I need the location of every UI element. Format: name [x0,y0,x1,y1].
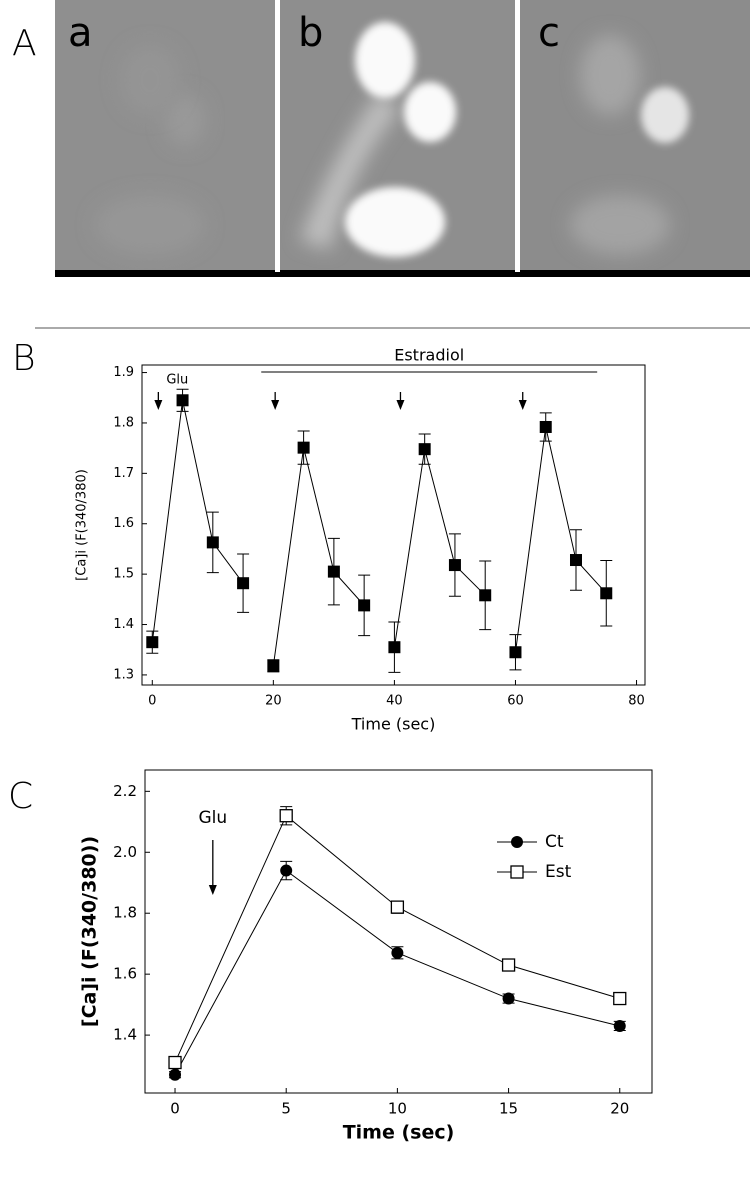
y-tick-label: 1.9 [113,365,134,380]
legend-marker [510,865,524,879]
x-axis-label: Time (sec) [351,715,436,734]
series-line [514,426,607,653]
marker [391,946,404,959]
marker [297,441,310,454]
micrograph-c [520,0,750,272]
marker [206,536,219,549]
marker [267,659,280,672]
marker [390,900,405,914]
x-axis-label: Time (sec) [343,1122,455,1144]
annotation: Glu [198,808,227,828]
micrograph-a [55,0,275,272]
marker [358,599,371,612]
x-tick-label: 0 [170,1100,180,1118]
marker [502,992,515,1005]
span-label: Estradiol [394,346,464,365]
x-tick-label: 80 [628,694,645,709]
series-line [272,447,365,666]
series-line [151,400,244,643]
annotation: Glu [166,373,188,388]
y-tick-label: 1.6 [113,965,137,983]
y-tick-label: 1.4 [113,1026,137,1044]
panel-label: C [8,776,33,817]
panel-label: B [12,338,36,379]
y-tick-label: 1.5 [113,567,134,582]
marker [600,587,613,600]
y-tick-label: 1.6 [113,516,134,531]
arrow-head [208,885,217,895]
marker [501,958,516,972]
series-line [393,449,486,648]
legend-label: Est [545,862,572,882]
image-label: c [538,10,560,56]
marker [613,991,627,1006]
marker [448,559,461,572]
y-tick-label: 2.0 [113,843,137,861]
y-tick-label: 2.2 [113,782,137,800]
marker [539,420,552,433]
panel-label: A [12,23,37,64]
y-tick-label: 1.3 [113,667,134,682]
x-tick-label: 20 [610,1100,629,1118]
y-tick-label: 1.4 [113,617,134,632]
y-tick-label: 1.7 [113,466,134,481]
arrow-head [518,400,527,410]
marker [279,809,293,823]
micrograph-b [280,0,515,272]
marker [169,1068,182,1081]
x-tick-label: 0 [148,694,156,709]
legend-label: Ct [545,832,564,852]
y-tick-label: 1.8 [113,415,134,430]
image-label: b [298,10,323,56]
marker [479,589,492,602]
image-divider [515,0,520,272]
plot-frame [141,364,646,686]
plot-frame [144,769,653,1094]
series-line [174,814,620,1063]
marker [418,443,431,456]
x-tick-label: 10 [388,1100,407,1118]
marker [146,636,159,649]
marker [280,864,293,877]
x-tick-label: 60 [507,694,524,709]
y-axis-label: [Ca]i (F(340/380) [75,469,90,581]
legend-marker [511,836,523,848]
marker [327,565,340,578]
image-divider [275,0,280,272]
image-label: a [68,10,93,56]
x-tick-label: 20 [265,694,282,709]
marker [237,577,250,590]
y-axis-label: [Ca]i (F(340/380)) [79,836,101,1027]
arrow-head [396,400,405,410]
marker [168,1055,182,1070]
x-tick-label: 5 [281,1100,291,1118]
arrow-head [271,400,280,410]
x-tick-label: 40 [386,694,403,709]
marker [613,1019,626,1032]
marker [176,394,189,407]
marker [569,554,582,567]
x-tick-label: 15 [499,1100,518,1118]
arrow-head [154,400,163,410]
image-bar [55,270,750,277]
marker [509,646,522,659]
marker [388,641,401,654]
y-tick-label: 1.8 [113,904,137,922]
